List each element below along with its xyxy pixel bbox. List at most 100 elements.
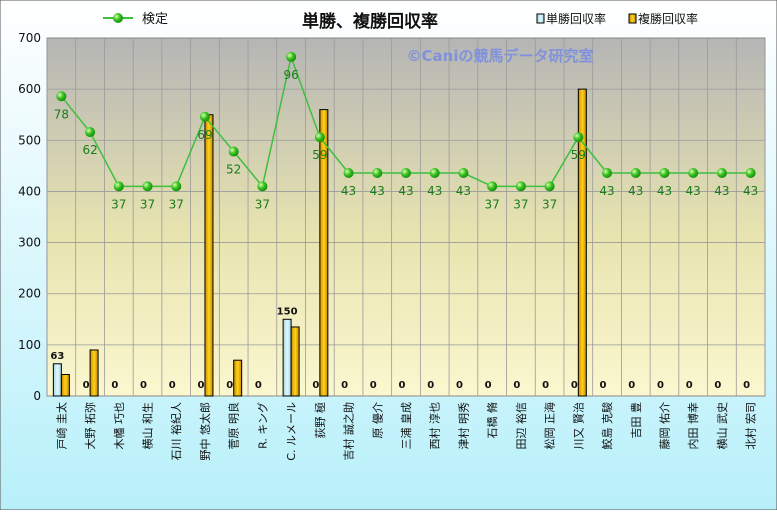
kentei-point-label: 37 [140,197,155,211]
y-axis-ticks: 0 100 200 300 400 500 600 700 [18,31,41,403]
kentei-point [659,168,670,179]
bar-fukusho [319,109,329,397]
kentei-point [630,168,641,179]
x-tick-label: 荻野 極 [313,402,327,439]
kentei-point-label: 43 [456,184,471,198]
kentei-point-label: 37 [513,197,528,211]
x-tick-label: 横山 武史 [715,402,729,450]
bar-tansho-label: 0 [542,380,549,391]
kentei-point [602,168,613,179]
y-tick-label: 100 [18,338,41,352]
y-tick-label: 400 [18,184,41,198]
bar-tansho-label: 0 [686,380,693,391]
watermark: ©Caniの競馬データ研究室 [407,47,594,65]
legend: 検定 単勝回収率 複勝回収率 [103,11,698,27]
legend-swatch-fukusho [628,13,637,24]
bar-tansho [52,363,62,397]
kentei-point [487,181,498,192]
kentei-point-label: 43 [686,184,701,198]
kentei-point-label: 37 [542,197,557,211]
kentei-point [515,181,526,192]
kentei-point [56,91,67,102]
kentei-point-label: 62 [82,143,97,157]
legend-swatch-tansho [536,13,545,24]
kentei-point [314,132,325,143]
bar-tansho-label: 0 [485,380,492,391]
kentei-point-label: 43 [341,184,356,198]
x-tick-label: 西村 淳也 [428,402,442,450]
kentei-point-label: 59 [312,148,327,162]
kentei-point-label: 43 [370,184,385,198]
x-tick-label: 北村 宏司 [744,402,758,450]
bar-tansho-label: 63 [50,351,64,362]
kentei-point [688,168,699,179]
plot-area [46,37,766,397]
kentei-point-label: 43 [714,184,729,198]
gridlines [46,38,766,396]
bar-tansho-label: 0 [226,380,233,391]
bar-tansho-label: 0 [370,380,377,391]
kentei-point-label: 37 [255,197,270,211]
y-tick-label: 300 [18,236,41,250]
bar-tansho-label: 0 [140,380,147,391]
legend-label-tansho: 単勝回収率 [546,11,606,26]
kentei-point-label: 78 [54,107,69,121]
bar-fukusho [204,114,214,397]
kentei-point-label: 37 [169,197,184,211]
x-tick-label: 吉村 誠之助 [342,402,356,461]
bar-tansho-label: 0 [513,380,520,391]
x-tick-label: C. ルメール [285,402,298,461]
kentei-point [401,168,411,179]
y-tick-label: 200 [18,287,41,301]
bar-tansho-label: 0 [111,380,118,391]
bar-tansho-label: 150 [277,306,298,317]
bar-tansho-label: 0 [714,380,721,391]
kentei-point [716,168,727,179]
bar-tansho-label: 0 [456,380,463,391]
x-tick-label: 藤岡 佑介 [657,402,671,450]
x-tick-label: 石川 裕紀人 [170,402,183,461]
y-tick-label: 600 [18,82,41,96]
kentei-point-label: 52 [226,163,241,177]
kentei-point [372,168,383,179]
bar-tansho-label: 0 [197,380,204,391]
kentei-point-label: 37 [111,197,126,211]
y-tick-label: 500 [18,133,41,147]
bar-tansho-label: 0 [657,380,664,391]
kentei-point [745,168,756,179]
kentei-point [573,132,584,143]
kentei-point-label: 43 [743,184,758,198]
y-tick-label: 0 [33,389,41,403]
x-tick-label: R. キング [255,402,269,449]
legend-label-kentei: 検定 [142,12,168,27]
kentei-point [286,51,297,62]
bar-tansho-label: 0 [169,380,176,391]
line-series: 78 62 37 37 37 69 52 37 96 59 43 43 43 43 43 37 37 37 59 43… [54,51,758,211]
bar-fukusho [577,88,587,397]
x-tick-label: 鮫島 克駿 [600,402,614,450]
bar-fukusho [290,326,300,397]
x-tick-label: 原 優介 [371,402,384,439]
bar-tansho [282,318,292,397]
kentei-point [199,111,210,122]
bar-tansho-label: 0 [312,380,319,391]
kentei-point-label: 69 [197,128,212,142]
kentei-point-label: 43 [657,184,672,198]
bar-tansho-label: 0 [83,380,90,391]
legend-marker-swatch [113,13,123,23]
bar-tansho-label: 0 [427,380,434,391]
x-tick-label: 大野 拓弥 [83,402,97,450]
bar-tansho-label: 0 [571,380,578,391]
kentei-point-label: 43 [628,184,643,198]
kentei-point [85,127,96,138]
x-tick-label: 田辺 裕信 [515,402,528,450]
y-tick-label: 700 [18,31,41,45]
x-tick-label: 川又 賢治 [571,402,585,450]
x-tick-label: 石橋 脩 [485,402,499,439]
x-tick-label: 野中 悠太郎 [198,402,212,461]
x-tick-label: 戸崎 圭太 [54,402,68,450]
bar-fukusho [233,359,243,397]
kentei-point [171,181,182,192]
